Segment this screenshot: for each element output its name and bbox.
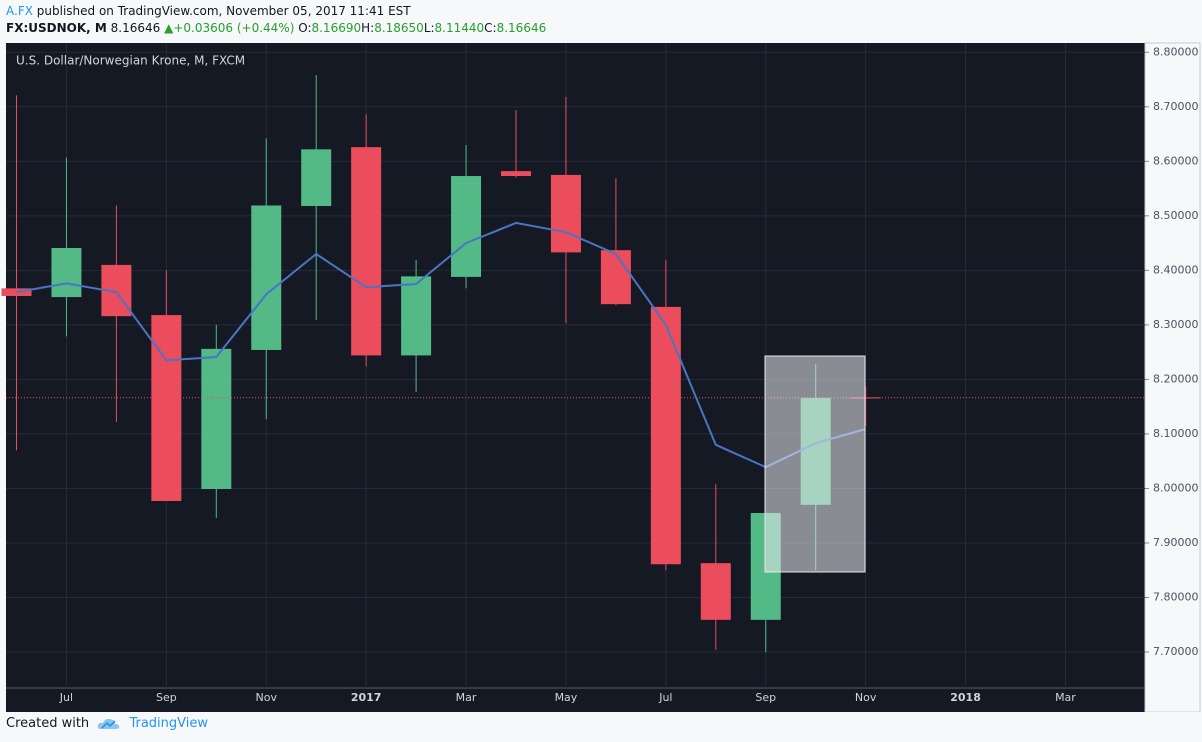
- up-arrow: ▲: [164, 21, 174, 35]
- y-tick-label: 8.30000: [1153, 318, 1199, 331]
- publish-line: A.FX published on TradingView.com, Novem…: [6, 4, 411, 18]
- candle-body: [550, 174, 581, 253]
- published-text: published on TradingView.com, November 0…: [36, 4, 411, 18]
- chart-pane: [6, 43, 1145, 712]
- ohlc-value: 8.11440: [434, 21, 485, 35]
- footer-text: Created with: [6, 716, 90, 731]
- candle-body: [850, 397, 881, 399]
- moving-average: [16, 221, 866, 469]
- x-tick-label: Jul: [59, 691, 73, 704]
- ohlc: O:8.16690H:8.18650L:8.11440C:8.16646: [298, 21, 546, 35]
- y-tick-label: 7.90000: [1153, 536, 1199, 549]
- highlight-box[interactable]: [764, 355, 866, 573]
- labels: 7.70000 7.80000 7.90000 8.00000 8.10000 8.200…: [59, 45, 1199, 704]
- ohlc-label: C:: [484, 21, 497, 35]
- ohlc-label: O:: [298, 21, 312, 35]
- last-price: 8.16646: [110, 21, 161, 35]
- y-tick-label: 8.50000: [1153, 209, 1199, 222]
- candle-body: [600, 250, 631, 305]
- x-tick-label: Sep: [156, 691, 177, 704]
- x-tick-label: Sep: [755, 691, 776, 704]
- author[interactable]: A.FX: [6, 4, 33, 18]
- logo: [98, 718, 120, 729]
- x-tick-label: Nov: [256, 691, 278, 704]
- marks: [1, 75, 1145, 653]
- pane-title: U.S. Dollar/Norwegian Krone, M, FXCM: [16, 54, 245, 68]
- candle-body: [301, 149, 332, 207]
- candle-body: [501, 171, 531, 177]
- candle-body: [700, 563, 731, 620]
- x-tick-label: May: [555, 691, 578, 704]
- y-tick-label: 8.70000: [1153, 100, 1199, 113]
- x-tick-label: 2017: [351, 691, 382, 704]
- y-tick-label: 8.20000: [1153, 372, 1199, 385]
- ohlc-value: 8.18650: [374, 21, 424, 35]
- ohlc-value: 8.16690: [311, 21, 362, 35]
- y-tick-label: 8.00000: [1153, 481, 1199, 494]
- candle-body: [650, 306, 681, 565]
- ohlc-label: H:: [361, 21, 375, 35]
- footer: Created with TradingView: [6, 716, 208, 731]
- candle-body: [251, 205, 282, 350]
- symbol: FX:USDNOK, M: [6, 21, 107, 35]
- x-tick-label: Nov: [855, 691, 877, 704]
- y-tick-label: 8.80000: [1153, 45, 1199, 58]
- candle-body: [151, 315, 182, 501]
- y-tick-label: 7.70000: [1153, 645, 1199, 658]
- x-tick-label: 2018: [950, 691, 981, 704]
- candle-body: [401, 276, 432, 356]
- y-tick-label: 7.80000: [1153, 590, 1199, 603]
- y-tick-label: 8.40000: [1153, 263, 1199, 276]
- ohlc-label: L:: [423, 21, 435, 35]
- brand[interactable]: TradingView: [129, 716, 208, 731]
- y-tick-label: 8.10000: [1153, 427, 1199, 440]
- ohlc-value: 8.16646: [496, 21, 547, 35]
- x-tick-label: Mar: [1055, 691, 1076, 704]
- y-tick-label: 8.60000: [1153, 154, 1199, 167]
- change: +0.03606 (+0.44%): [173, 21, 295, 35]
- chart: 7.70000 7.80000 7.90000 8.00000 8.10000 8.200…: [1, 42, 1201, 712]
- price-axis: [1144, 42, 1201, 712]
- candle-body: [51, 248, 82, 298]
- symbol-line: FX:USDNOK, M 8.16646 ▲+0.03606 (+0.44%) …: [6, 21, 546, 35]
- x-tick-label: Mar: [456, 691, 477, 704]
- candle-body: [451, 176, 482, 277]
- candle-body: [201, 348, 232, 489]
- candle-body: [351, 147, 382, 356]
- x-tick-label: Jul: [658, 691, 672, 704]
